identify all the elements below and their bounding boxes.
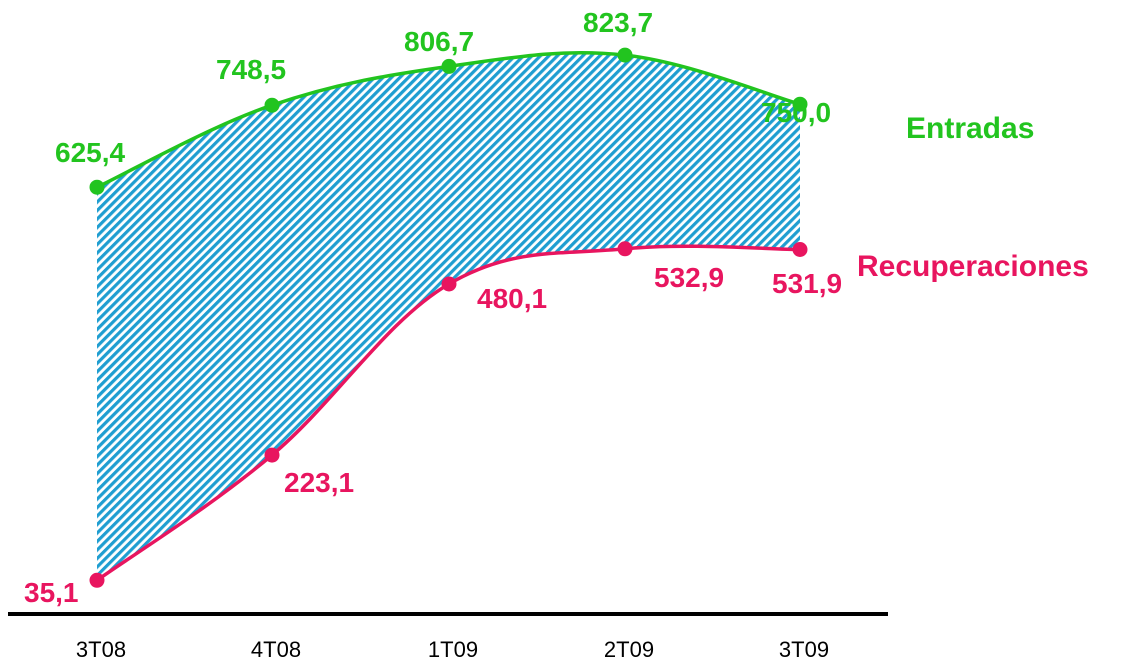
- area-between-series: [97, 52, 800, 581]
- x-tick-label-4t08: 4T08: [251, 637, 301, 662]
- data-label-entradas-2t09: 823,7: [583, 7, 653, 38]
- point-entradas-3t09: [792, 96, 808, 112]
- point-entradas-1t09: [441, 58, 457, 74]
- data-label-entradas-4t08: 748,5: [216, 54, 286, 85]
- data-label-entradas-3t08: 625,4: [55, 137, 125, 168]
- x-tick-label-1t09: 1T09: [428, 637, 478, 662]
- series-label-entradas: Entradas: [906, 112, 1034, 145]
- data-label-recuperaciones-1t09: 480,1: [477, 283, 547, 314]
- point-entradas-4t08: [264, 97, 280, 113]
- data-label-recuperaciones-3t08: 35,1: [24, 577, 79, 608]
- series-label-recuperaciones: Recuperaciones: [857, 250, 1089, 283]
- data-label-recuperaciones-3t09: 531,9: [772, 268, 842, 299]
- point-recuperaciones-1t09: [441, 276, 457, 292]
- point-recuperaciones-3t08: [89, 572, 105, 588]
- data-label-recuperaciones-4t08: 223,1: [284, 467, 354, 498]
- x-tick-label-3t08: 3T08: [76, 637, 126, 662]
- data-label-entradas-1t09: 806,7: [404, 26, 474, 57]
- data-label-entradas-3t09: 750,0: [761, 97, 831, 128]
- data-label-recuperaciones-2t09: 532,9: [654, 262, 724, 293]
- point-entradas-2t09: [617, 47, 633, 63]
- point-recuperaciones-3t09: [792, 242, 808, 257]
- point-entradas-3t08: [89, 179, 105, 195]
- point-recuperaciones-4t08: [264, 447, 280, 463]
- point-recuperaciones-2t09: [617, 241, 633, 257]
- x-tick-label-3t09: 3T09: [779, 637, 829, 662]
- x-tick-label-2t09: 2T09: [604, 637, 654, 662]
